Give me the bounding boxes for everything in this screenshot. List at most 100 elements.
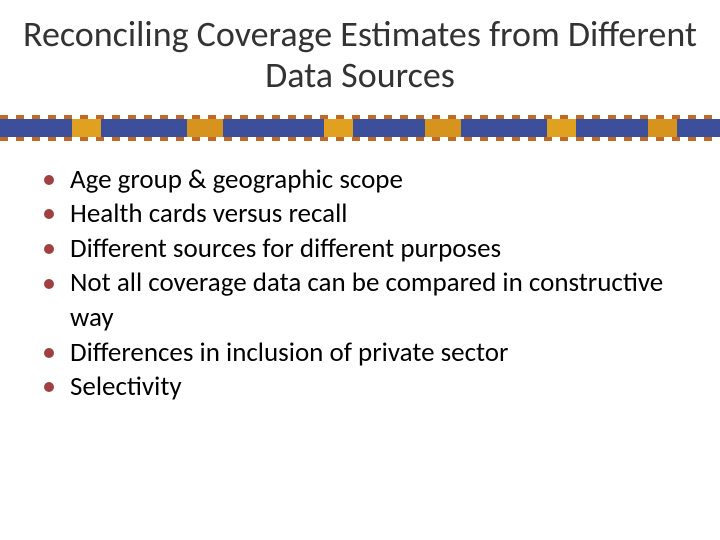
divider-tick xyxy=(288,137,296,141)
divider-tick xyxy=(520,137,528,141)
divider-tick xyxy=(272,137,280,141)
divider-segment xyxy=(648,119,677,137)
divider-tick xyxy=(616,137,624,141)
divider-segment xyxy=(72,119,101,137)
divider-tick xyxy=(280,137,288,141)
divider-tick xyxy=(552,137,560,141)
divider-segment xyxy=(576,119,648,137)
divider-tick xyxy=(24,137,32,141)
divider-tick xyxy=(208,137,216,141)
divider-tick xyxy=(144,137,152,141)
divider-tick xyxy=(640,137,648,141)
bullet-item: Not all coverage data can be compared in… xyxy=(44,266,690,335)
divider-tick-bottom xyxy=(0,137,720,141)
divider-segment xyxy=(324,119,353,137)
divider-tick xyxy=(664,137,672,141)
bullet-dot-icon xyxy=(44,175,54,185)
divider-tick xyxy=(80,137,88,141)
divider-tick xyxy=(448,137,456,141)
bullet-item: Health cards versus recall xyxy=(44,197,690,232)
divider-tick xyxy=(168,137,176,141)
divider-segment xyxy=(0,119,72,137)
divider-tick xyxy=(304,137,312,141)
divider-tick xyxy=(16,137,24,141)
bullet-list: Age group & geographic scopeHealth cards… xyxy=(44,163,690,405)
bullet-item: Different sources for different purposes xyxy=(44,232,690,267)
bullet-text: Selectivity xyxy=(70,370,182,403)
bullet-item: Selectivity xyxy=(44,370,690,405)
divider-segment xyxy=(101,119,187,137)
divider-tick xyxy=(680,137,688,141)
divider-tick xyxy=(72,137,80,141)
divider-tick xyxy=(608,137,616,141)
divider-tick xyxy=(56,137,64,141)
divider-tick xyxy=(32,137,40,141)
divider-tick xyxy=(672,137,680,141)
bullet-dot-icon xyxy=(44,244,54,254)
divider-tick xyxy=(472,137,480,141)
divider-tick xyxy=(160,137,168,141)
divider-tick xyxy=(504,137,512,141)
bullet-text: Age group & geographic scope xyxy=(70,163,403,196)
bullet-item: Age group & geographic scope xyxy=(44,163,690,198)
divider-tick xyxy=(368,137,376,141)
divider-tick xyxy=(248,137,256,141)
divider-tick xyxy=(360,137,368,141)
divider-segment xyxy=(187,119,223,137)
divider-tick xyxy=(232,137,240,141)
bullet-dot-icon xyxy=(44,382,54,392)
divider-tick xyxy=(488,137,496,141)
bullet-text: Health cards versus recall xyxy=(70,197,347,230)
divider-tick xyxy=(384,137,392,141)
divider-segment xyxy=(461,119,547,137)
bullet-dot-icon xyxy=(44,279,54,289)
divider-segment xyxy=(677,119,720,137)
divider-tick xyxy=(264,137,272,141)
bullet-dot-icon xyxy=(44,209,54,219)
divider-tick xyxy=(632,137,640,141)
divider-tick xyxy=(224,137,232,141)
divider-tick xyxy=(376,137,384,141)
divider-tick xyxy=(400,137,408,141)
divider-tick xyxy=(712,137,720,141)
divider-tick xyxy=(424,137,432,141)
bullet-text: Not all coverage data can be compared in… xyxy=(70,266,663,334)
slide: Reconciling Coverage Estimates from Diff… xyxy=(0,0,720,540)
divider-tick xyxy=(624,137,632,141)
divider-segment xyxy=(353,119,425,137)
divider-tick xyxy=(512,137,520,141)
divider-tick xyxy=(152,137,160,141)
divider-tick xyxy=(352,137,360,141)
decorative-divider xyxy=(0,115,720,141)
divider-tick xyxy=(416,137,424,141)
divider-tick xyxy=(256,137,264,141)
divider-tick xyxy=(0,137,8,141)
divider-tick xyxy=(104,137,112,141)
divider-tick xyxy=(200,137,208,141)
divider-tick xyxy=(96,137,104,141)
divider-tick xyxy=(480,137,488,141)
divider-tick xyxy=(432,137,440,141)
divider-tick xyxy=(688,137,696,141)
divider-tick xyxy=(656,137,664,141)
divider-tick xyxy=(528,137,536,141)
bullet-item: Differences in inclusion of private sect… xyxy=(44,336,690,371)
slide-title: Reconciling Coverage Estimates from Diff… xyxy=(0,0,720,97)
divider-tick xyxy=(216,137,224,141)
divider-tick xyxy=(192,137,200,141)
bullet-text: Different sources for different purposes xyxy=(70,232,501,265)
divider-tick xyxy=(176,137,184,141)
divider-tick xyxy=(464,137,472,141)
divider-tick xyxy=(88,137,96,141)
divider-tick xyxy=(48,137,56,141)
divider-tick xyxy=(344,137,352,141)
bullet-dot-icon xyxy=(44,348,54,358)
content-area: Age group & geographic scopeHealth cards… xyxy=(0,163,720,405)
divider-tick xyxy=(320,137,328,141)
divider-tick xyxy=(112,137,120,141)
divider-tick xyxy=(584,137,592,141)
divider-tick xyxy=(328,137,336,141)
divider-tick xyxy=(576,137,584,141)
divider-tick xyxy=(544,137,552,141)
divider-segment xyxy=(547,119,576,137)
